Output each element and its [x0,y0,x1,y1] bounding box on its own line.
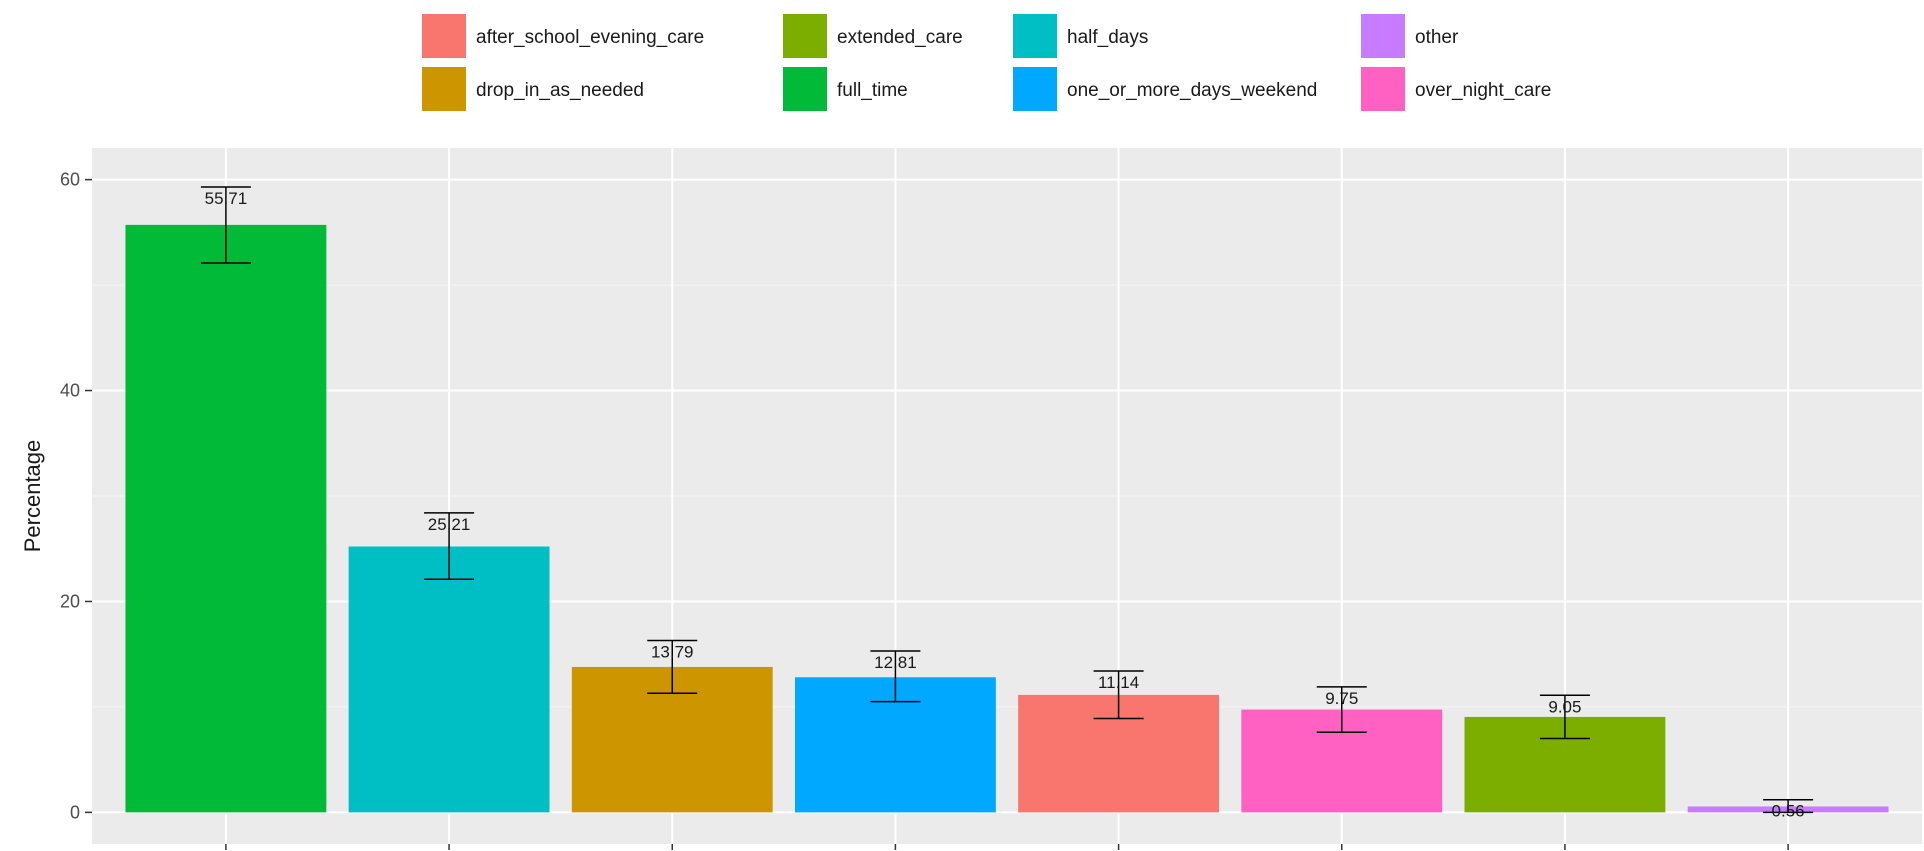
y-tick-label: 40 [60,381,80,401]
legend-swatch-other [1361,14,1405,58]
legend-label: other [1415,27,1459,48]
data-label: 0.56 [1772,802,1805,821]
y-axis-title: Percentage [20,440,45,553]
legend-label: after_school_evening_care [476,27,704,48]
legend-label: one_or_more_days_weekend [1067,80,1317,101]
legend-swatch-one_or_more_days_weekend [1013,67,1057,111]
bar-half_days [348,546,550,813]
y-tick-label: 0 [70,802,80,822]
legend-label: extended_care [837,27,963,48]
bar-full_time [125,224,327,813]
data-label: 9.05 [1548,697,1581,716]
data-label: 13.79 [651,642,694,661]
y-tick-label: 20 [60,591,80,611]
data-label: 12.81 [874,653,917,672]
legend-label: half_days [1067,27,1148,48]
y-axis: 0 20 40 60 [60,170,92,822]
data-label: 9.75 [1325,689,1358,708]
legend-swatch-full_time [783,67,827,111]
legend-swatch-over_night_care [1361,67,1405,111]
legend-swatch-after_school_evening_care [422,14,466,58]
error-bars [200,186,1814,814]
legend-swatch-extended_care [783,14,827,58]
legend-label: over_night_care [1415,80,1551,101]
legend-label: full_time [837,80,908,101]
data-label: 25.21 [428,515,471,534]
data-label: 55.71 [205,189,248,208]
legend-swatch-drop_in_as_needed [422,67,466,111]
x-axis [225,844,1789,850]
data-labels: 55.71 25.21 13.79 12.81 11.14 9.75 9.05 0.56 [205,189,1805,821]
y-tick-label: 60 [60,170,80,190]
legend: after_school_evening_care drop_in_as_need… [422,14,1551,111]
legend-swatch-half_days [1013,14,1057,58]
legend-label: drop_in_as_needed [476,80,644,101]
data-label: 11.14 [1098,673,1139,692]
bars [125,224,1889,813]
